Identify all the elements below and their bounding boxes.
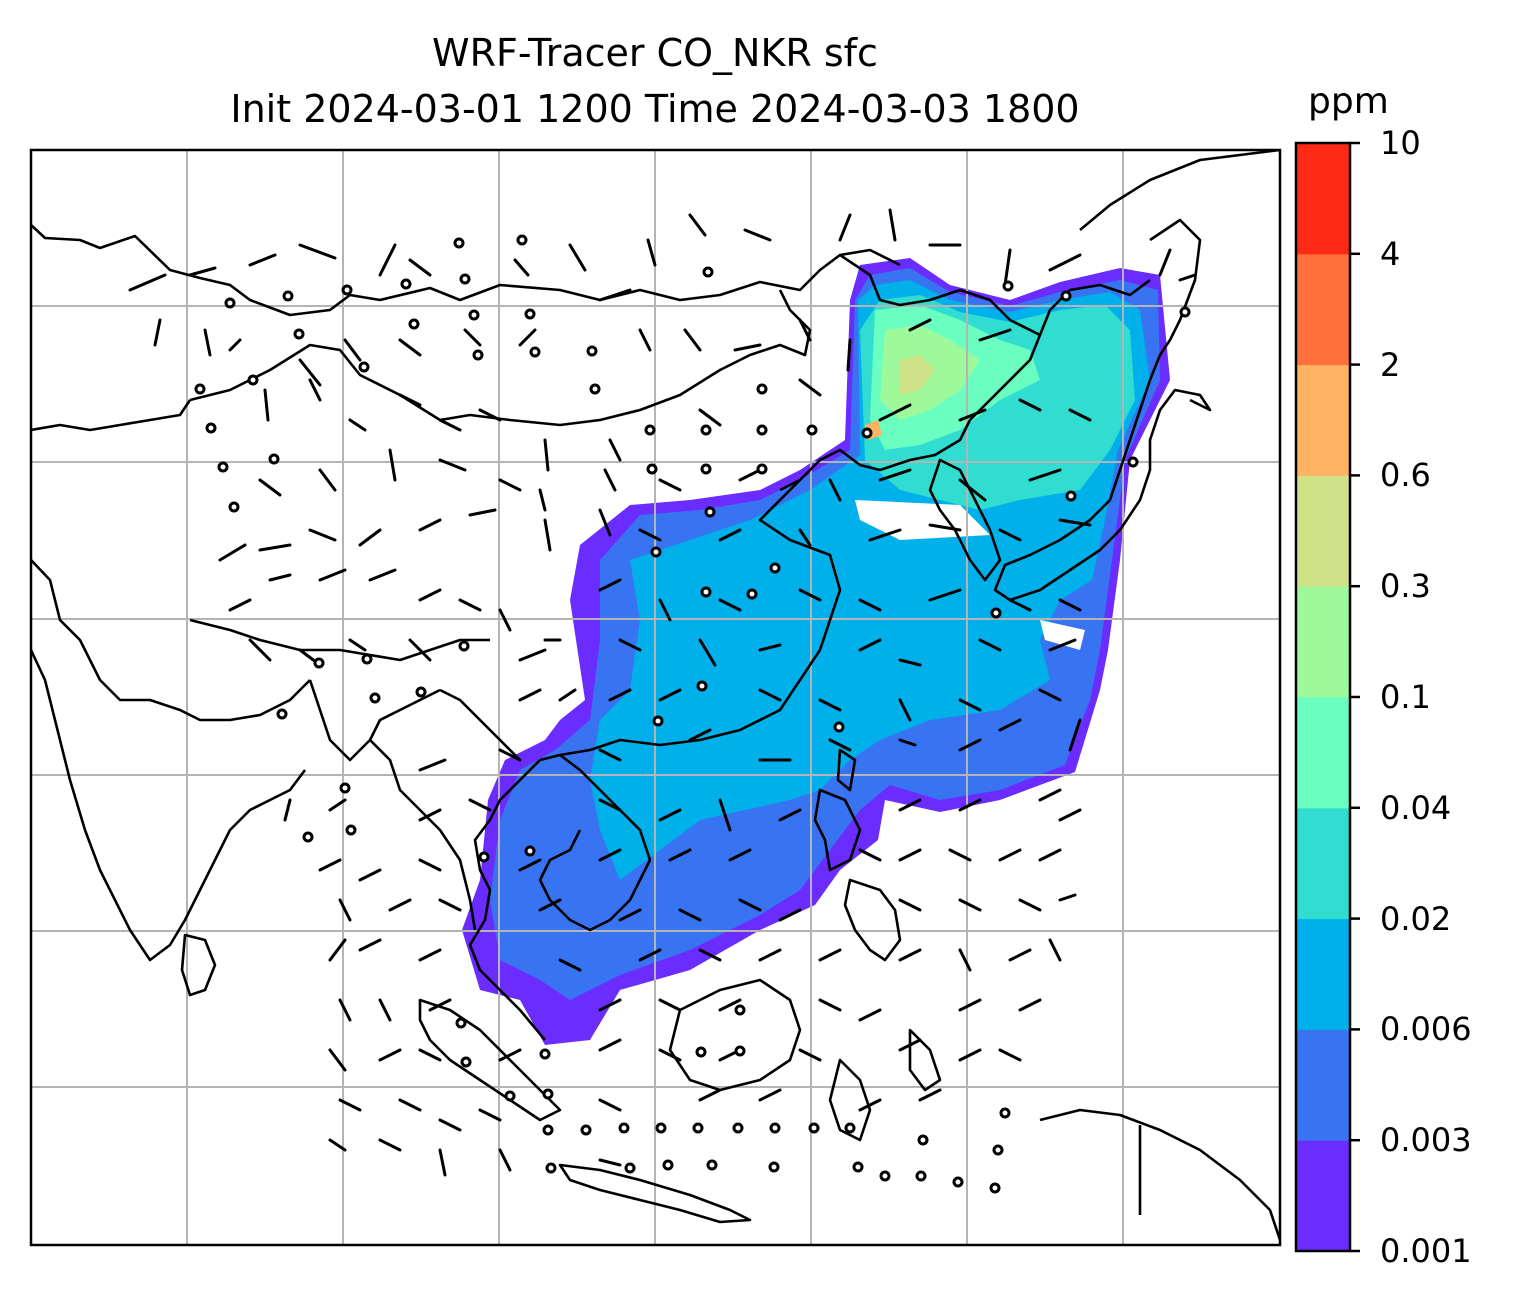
colorbar-tick-label: 0.003	[1380, 1121, 1472, 1160]
colorbar-segment-0	[1296, 1140, 1350, 1252]
tracer-gap-2	[1040, 620, 1085, 650]
map-title: WRF-Tracer CO_NKR sfc	[432, 31, 878, 75]
map-frame	[29, 148, 1282, 1247]
colorbar-tick-label: 0.3	[1380, 567, 1431, 606]
colorbar-tick-label: 0.04	[1380, 788, 1452, 827]
coastlines	[31, 150, 1280, 1241]
colorbar-tick-label: 2	[1380, 345, 1401, 384]
colorbar-tick-label: 4	[1380, 234, 1401, 273]
colorbar-segment-7	[1296, 364, 1350, 476]
colorbar	[1294, 141, 1360, 1253]
colorbar-tick-label: 0.006	[1380, 1010, 1472, 1049]
colorbar-segment-8	[1296, 253, 1350, 366]
colorbar-segment-3	[1296, 807, 1350, 920]
colorbar-segment-5	[1296, 586, 1350, 698]
colorbar-segment-9	[1296, 143, 1350, 255]
colorbar-unit: ppm	[1308, 81, 1389, 122]
graticule	[31, 150, 1280, 1245]
tracer-field	[462, 258, 1170, 1045]
tracer-0.3	[900, 355, 935, 395]
colorbar-segment-1	[1296, 1029, 1350, 1141]
colorbar-tick-label: 0.1	[1380, 678, 1431, 716]
colorbar-tick-label: 0.001	[1380, 1232, 1472, 1270]
map-subtitle: Init 2024-03-01 1200 Time 2024-03-03 180…	[230, 87, 1080, 131]
colorbar-segment-6	[1296, 475, 1350, 587]
colorbar-tick-label: 10	[1380, 124, 1421, 162]
wind-barbs	[128, 208, 1197, 1177]
colorbar-tick-label: 0.02	[1380, 899, 1452, 938]
calm-wind-circles	[194, 234, 1191, 1194]
colorbar-segment-2	[1296, 918, 1350, 1030]
colorbar-segment-4	[1296, 697, 1350, 809]
colorbar-tick-label: 0.6	[1380, 456, 1431, 495]
